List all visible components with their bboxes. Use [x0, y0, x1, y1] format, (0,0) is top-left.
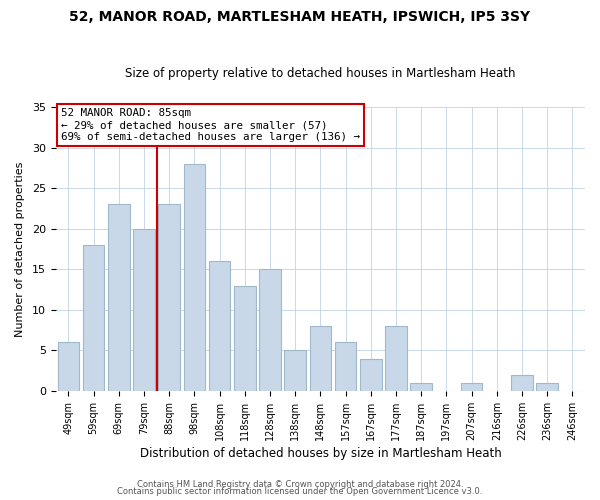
- Bar: [234, 286, 256, 391]
- Bar: [259, 270, 281, 391]
- Y-axis label: Number of detached properties: Number of detached properties: [15, 162, 25, 336]
- Bar: [461, 383, 482, 391]
- Text: Contains public sector information licensed under the Open Government Licence v3: Contains public sector information licen…: [118, 488, 482, 496]
- Bar: [310, 326, 331, 391]
- Bar: [335, 342, 356, 391]
- Bar: [133, 228, 155, 391]
- Bar: [209, 261, 230, 391]
- Bar: [58, 342, 79, 391]
- Bar: [410, 383, 432, 391]
- Bar: [83, 245, 104, 391]
- X-axis label: Distribution of detached houses by size in Martlesham Heath: Distribution of detached houses by size …: [140, 447, 501, 460]
- Bar: [184, 164, 205, 391]
- Bar: [511, 374, 533, 391]
- Text: 52, MANOR ROAD, MARTLESHAM HEATH, IPSWICH, IP5 3SY: 52, MANOR ROAD, MARTLESHAM HEATH, IPSWIC…: [70, 10, 530, 24]
- Bar: [108, 204, 130, 391]
- Bar: [385, 326, 407, 391]
- Bar: [158, 204, 180, 391]
- Title: Size of property relative to detached houses in Martlesham Heath: Size of property relative to detached ho…: [125, 66, 515, 80]
- Bar: [284, 350, 306, 391]
- Text: 52 MANOR ROAD: 85sqm
← 29% of detached houses are smaller (57)
69% of semi-detac: 52 MANOR ROAD: 85sqm ← 29% of detached h…: [61, 108, 360, 142]
- Bar: [536, 383, 558, 391]
- Bar: [360, 358, 382, 391]
- Text: Contains HM Land Registry data © Crown copyright and database right 2024.: Contains HM Land Registry data © Crown c…: [137, 480, 463, 489]
